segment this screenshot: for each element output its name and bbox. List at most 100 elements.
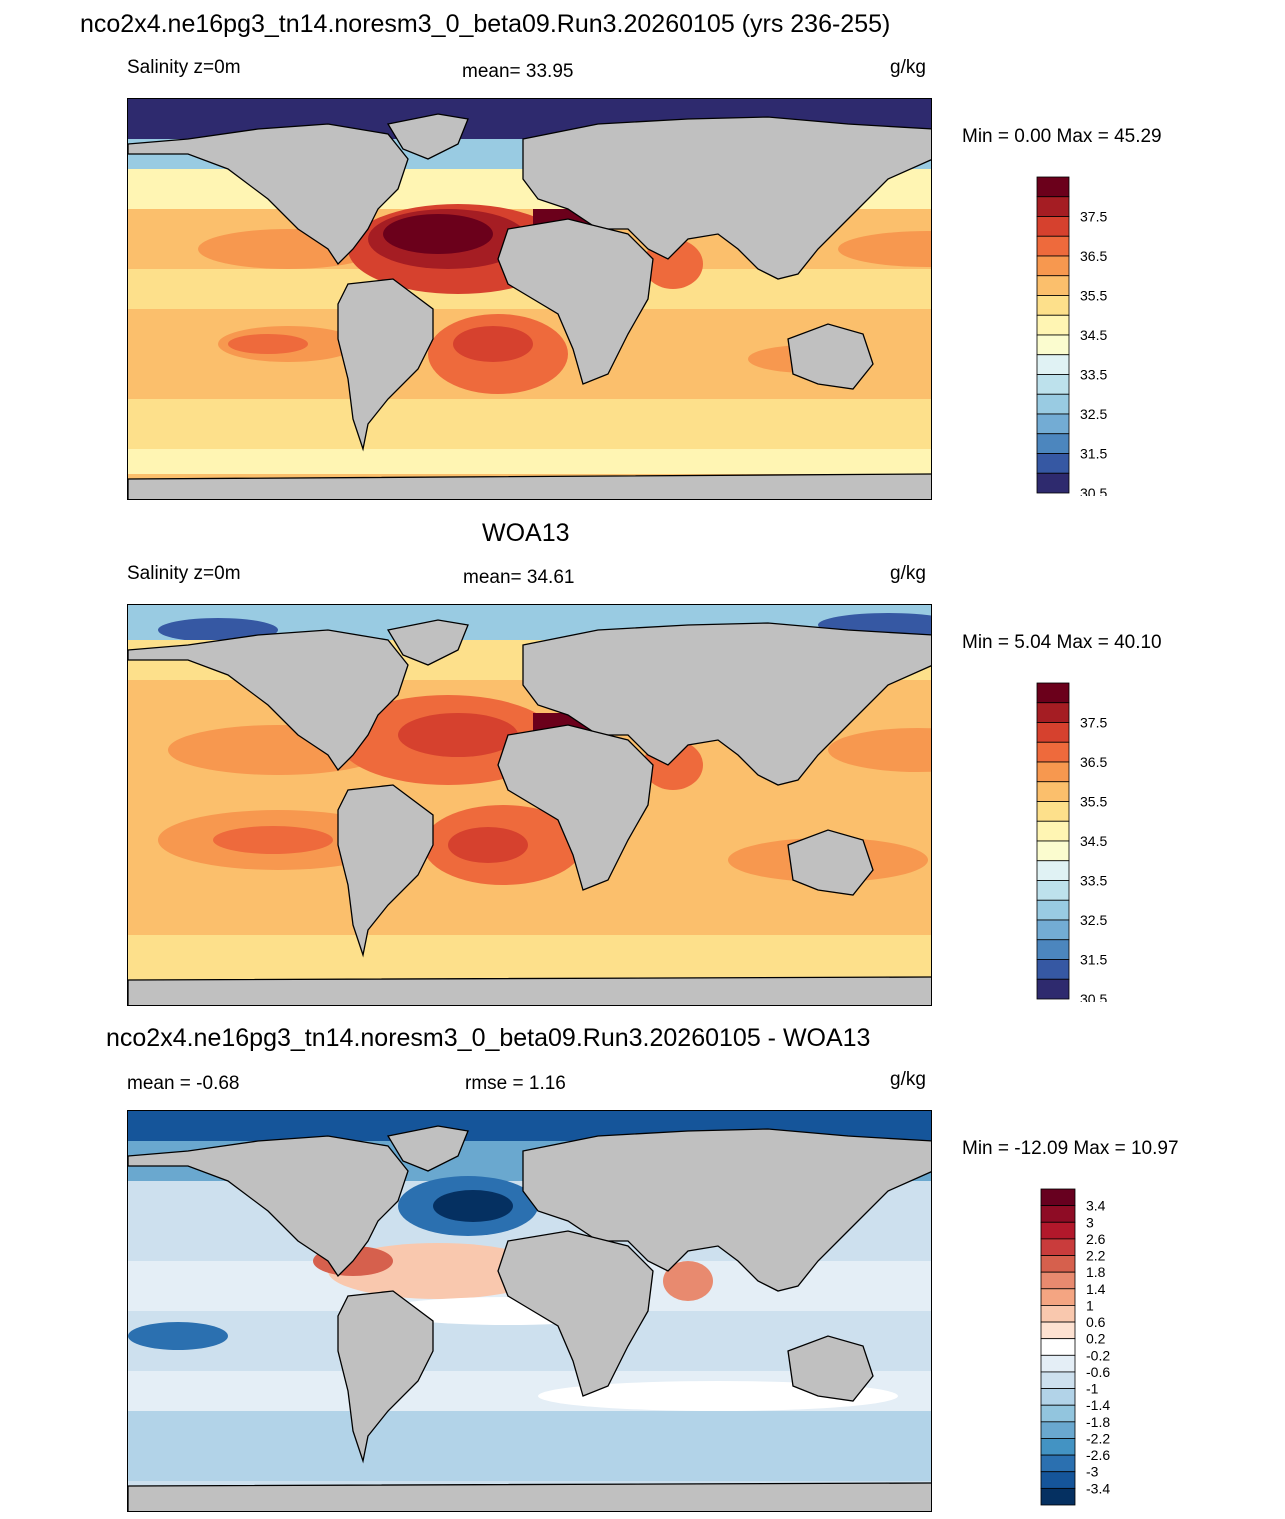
colorbar-tick-label: 32.5 — [1080, 912, 1107, 928]
colorbar-swatch — [1036, 453, 1070, 474]
colorbar-swatch — [1040, 1371, 1076, 1389]
colorbar-tick-label: 0.6 — [1086, 1314, 1106, 1330]
colorbar-tick-label: -3.4 — [1086, 1480, 1110, 1496]
colorbar-swatch — [1036, 393, 1070, 415]
colorbar-tick-label: 31.5 — [1080, 446, 1107, 462]
colorbar-swatch — [1036, 235, 1070, 257]
panel1-units-label: g/kg — [890, 57, 926, 78]
colorbar-tick-label: -0.6 — [1086, 1364, 1110, 1380]
colorbar-swatch — [1040, 1454, 1076, 1473]
colorbar-tick-label: -2.6 — [1086, 1447, 1110, 1463]
colorbar-tick-label: -1 — [1086, 1381, 1099, 1397]
colorbar-swatch — [1036, 334, 1070, 356]
colorbar-swatch — [1036, 374, 1070, 395]
colorbar-tick-label: 33.5 — [1080, 873, 1107, 889]
colorbar-swatch — [1036, 820, 1070, 842]
panel3-minmax-label: Min = -12.09 Max = 10.97 — [962, 1138, 1179, 1159]
colorbar-swatch — [1040, 1205, 1076, 1223]
colorbar-swatch — [1036, 354, 1070, 375]
colorbar-swatch — [1036, 840, 1070, 862]
colorbar-swatch — [1040, 1438, 1076, 1456]
colorbar-tick-label: 36.5 — [1080, 754, 1107, 770]
colorbar-swatch — [1040, 1288, 1076, 1306]
colorbar-tick-label: 35.5 — [1080, 288, 1107, 304]
colorbar-tick-label: -2.2 — [1086, 1430, 1110, 1446]
colorbar-tick-label: 2.6 — [1086, 1231, 1106, 1247]
colorbar-swatch — [1036, 899, 1070, 921]
main-title: nco2x4.ne16pg3_tn14.noresm3_0_beta09.Run… — [80, 10, 891, 38]
colorbar-swatch — [1036, 682, 1070, 704]
colorbar-tick-label: 30.5 — [1080, 485, 1107, 496]
colorbar-swatch — [1040, 1487, 1076, 1506]
colorbar-swatch — [1036, 275, 1070, 296]
model-salinity-map — [127, 98, 932, 500]
colorbar-swatch — [1040, 1471, 1076, 1489]
colorbar-swatch — [1036, 741, 1070, 763]
colorbar-tick-label: 30.5 — [1080, 991, 1107, 1002]
colorbar-tick-label: 3 — [1086, 1214, 1094, 1230]
colorbar-swatch — [1036, 196, 1070, 217]
panel2-colorbar: 37.536.535.534.533.532.531.530.529.528.5 — [1036, 682, 1136, 1002]
colorbar-swatch — [1036, 801, 1070, 822]
colorbar-tick-label: -3 — [1086, 1464, 1099, 1480]
panel3-rmse-label: rmse = 1.16 — [465, 1073, 566, 1094]
colorbar-tick-label: 3.4 — [1086, 1198, 1106, 1214]
panel2-units-label: g/kg — [890, 563, 926, 584]
panel1-variable-label: Salinity z=0m — [127, 57, 241, 78]
colorbar-tick-label: 1 — [1086, 1297, 1094, 1313]
colorbar-swatch — [1036, 433, 1070, 454]
panel3-colorbar: 3.4 3 2.6 2.2 1.8 1.4 1 0.6 0.2 -0.2 -0.6 -1 -1.4 -1.… — [1040, 1188, 1140, 1508]
colorbar-swatch — [1036, 176, 1070, 198]
colorbar-swatch — [1036, 314, 1070, 336]
woa13-salinity-map — [127, 604, 932, 1006]
colorbar-swatch — [1040, 1255, 1076, 1273]
colorbar-tick-label: 0.2 — [1086, 1331, 1106, 1347]
colorbar-swatch — [1036, 255, 1070, 277]
panel3-units-label: g/kg — [890, 1069, 926, 1090]
difference-map — [127, 1110, 932, 1512]
colorbar-swatch — [1040, 1338, 1076, 1356]
colorbar-swatch — [1036, 959, 1070, 980]
colorbar-tick-label: 35.5 — [1080, 794, 1107, 810]
colorbar-swatch — [1040, 1238, 1076, 1256]
colorbar-swatch — [1036, 702, 1070, 723]
colorbar-swatch — [1036, 761, 1070, 783]
colorbar-swatch — [1036, 781, 1070, 802]
colorbar-tick-label: 34.5 — [1080, 833, 1107, 849]
colorbar-tick-label: -1.8 — [1086, 1414, 1110, 1430]
colorbar-swatch — [1036, 860, 1070, 881]
colorbar-swatch — [1036, 919, 1070, 941]
colorbar-tick-label: 33.5 — [1080, 367, 1107, 383]
colorbar-tick-label: 37.5 — [1080, 209, 1107, 225]
colorbar-swatch — [1040, 1188, 1076, 1207]
colorbar-swatch — [1036, 295, 1070, 316]
panel1-minmax-label: Min = 0.00 Max = 45.29 — [962, 126, 1162, 147]
panel2-mean-label: mean= 34.61 — [463, 567, 575, 588]
colorbar-tick-label: 32.5 — [1080, 406, 1107, 422]
difference-title: nco2x4.ne16pg3_tn14.noresm3_0_beta09.Run… — [106, 1024, 871, 1052]
colorbar-swatch — [1040, 1305, 1076, 1323]
colorbar-swatch — [1040, 1354, 1076, 1373]
panel2-minmax-label: Min = 5.04 Max = 40.10 — [962, 632, 1162, 653]
panel2-variable-label: Salinity z=0m — [127, 563, 241, 584]
colorbar-swatch — [1036, 880, 1070, 901]
colorbar-swatch — [1036, 978, 1070, 1000]
colorbar-tick-label: 31.5 — [1080, 952, 1107, 968]
colorbar-tick-label: 2.2 — [1086, 1248, 1106, 1264]
colorbar-tick-label: -1.4 — [1086, 1397, 1110, 1413]
colorbar-swatch — [1036, 472, 1070, 494]
colorbar-swatch — [1040, 1421, 1076, 1439]
colorbar-tick-label: -0.2 — [1086, 1347, 1110, 1363]
panel1-colorbar: 37.536.535.534.533.532.531.530.529.528.5 — [1036, 176, 1136, 496]
panel1-mean-label: mean= 33.95 — [462, 61, 574, 82]
colorbar-swatch — [1040, 1221, 1076, 1240]
colorbar-swatch — [1040, 1321, 1076, 1340]
colorbar-tick-label: 36.5 — [1080, 248, 1107, 264]
colorbar-swatch — [1036, 939, 1070, 960]
panel3-mean-label: mean = -0.68 — [127, 1073, 240, 1094]
colorbar-swatch — [1040, 1388, 1076, 1406]
colorbar-swatch — [1040, 1271, 1076, 1290]
colorbar-swatch — [1036, 722, 1070, 743]
colorbar-tick-label: 37.5 — [1080, 715, 1107, 731]
colorbar-tick-label: 1.8 — [1086, 1264, 1106, 1280]
